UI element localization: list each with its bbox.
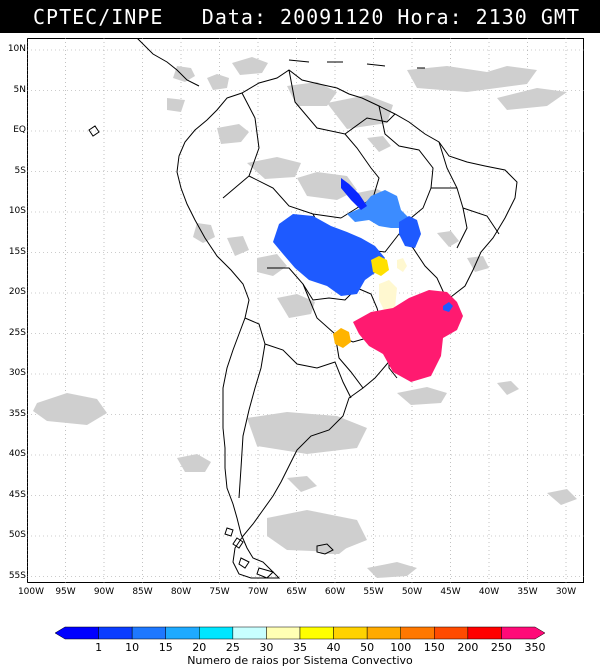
lat-label: 30S (8, 368, 26, 378)
legend-swatch (98, 626, 133, 640)
storm-pale-patch-2 (397, 258, 407, 272)
legend-value: 200 (457, 641, 479, 654)
lightning-map (26, 37, 584, 583)
lon-label: 95W (55, 587, 76, 597)
map-header: CPTEC/INPE Data: 20091120 Hora: 2130 GMT (0, 0, 600, 33)
legend-value: 40 (326, 641, 341, 654)
legend-swatch (434, 626, 469, 640)
legend-value: 20 (192, 641, 207, 654)
lon-label: 30W (555, 587, 577, 597)
legend-swatch (366, 626, 401, 640)
lat-label: 5S (14, 165, 26, 176)
legend-value: 350 (524, 641, 546, 654)
convective-systems (273, 178, 463, 382)
storm-magenta (353, 290, 463, 382)
date-time-stamp: Data: 20091120 Hora: 2130 GMT (201, 5, 580, 29)
legend-value: 35 (293, 641, 307, 654)
lon-label: 40W (478, 587, 500, 597)
lat-label: 10S (8, 206, 26, 216)
legend-swatch (131, 626, 166, 640)
lat-label: 35S (8, 408, 26, 419)
lat-label: 40S (8, 449, 26, 459)
legend-swatch (501, 626, 545, 640)
lat-label: 55S (8, 570, 26, 581)
lat-label: 10N (7, 44, 26, 54)
lat-label: 50S (8, 530, 26, 540)
lon-label: 55W (363, 587, 384, 597)
storm-pale-patch (379, 280, 397, 312)
storm-blue-east (399, 216, 421, 248)
legend-swatch (266, 626, 301, 640)
lon-label: 85W (132, 587, 153, 597)
legend-swatch (165, 626, 200, 640)
lon-label: 90W (93, 587, 115, 597)
legend-swatch (400, 626, 435, 640)
lat-label: 45S (8, 489, 26, 500)
storm-orange (333, 328, 351, 348)
storm-blue-west (273, 214, 385, 296)
lon-label: 45W (440, 587, 461, 597)
legend-swatch (333, 626, 368, 640)
lat-label: 5N (13, 84, 26, 95)
legend-value: 10 (125, 641, 140, 654)
lon-label: 65W (286, 587, 307, 597)
storm-light-blue-north (347, 190, 409, 228)
storm-blue-small (443, 302, 453, 312)
color-legend-bar (55, 626, 545, 640)
lat-label: 20S (8, 287, 26, 297)
lon-label: 70W (247, 587, 269, 597)
legend-swatch (299, 626, 334, 640)
storm-dark-blue-north (341, 178, 367, 210)
lon-label: 75W (209, 587, 230, 597)
legend-swatch (199, 626, 234, 640)
legend-value: 15 (158, 641, 173, 654)
legend-caption: Numero de raios por Sistema Convectivo (187, 654, 413, 667)
legend-value: 30 (259, 641, 274, 654)
legend-value: 100 (390, 641, 412, 654)
lon-label: 60W (324, 587, 346, 597)
legend-value: 25 (225, 641, 240, 654)
map-area (26, 37, 584, 583)
legend-swatch (232, 626, 267, 640)
lon-label: 35W (517, 587, 538, 597)
legend-value: 150 (423, 641, 445, 654)
legend-value: 50 (360, 641, 375, 654)
legend-swatch (467, 626, 502, 640)
legend-value: 250 (490, 641, 512, 654)
lon-label: 50W (401, 587, 423, 597)
storm-yellow (371, 256, 389, 276)
lat-label: EQ (13, 125, 26, 135)
legend-value: 1 (95, 641, 103, 654)
legend-swatch (55, 626, 99, 640)
south-america-coastline (176, 69, 518, 579)
lat-label: 15S (8, 246, 26, 257)
source-title: CPTEC/INPE (33, 5, 164, 29)
lon-label: 100W (17, 587, 45, 597)
lat-label: 25S (8, 327, 26, 338)
lon-label: 80W (170, 587, 192, 597)
